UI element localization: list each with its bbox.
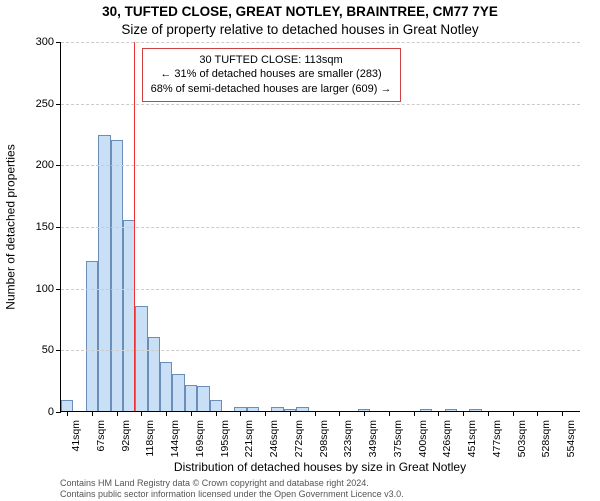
xtick-label: 41sqm [70,420,82,470]
histogram-bar [160,362,172,411]
annotation-line3: 68% of semi-detached houses are larger (… [151,82,392,97]
xtick-mark [463,411,464,416]
ytick-label: 150 [14,221,54,233]
xtick-mark [67,411,68,416]
gridline-h [61,165,580,166]
xtick-mark [117,411,118,416]
histogram-bar [197,386,209,411]
ytick-label: 200 [14,159,54,171]
xtick-mark [240,411,241,416]
xtick-mark [488,411,489,416]
ytick-mark [56,165,61,166]
xtick-mark [513,411,514,416]
xtick-mark [438,411,439,416]
xtick-mark [191,411,192,416]
histogram-bar [111,140,123,411]
annotation-line1: 30 TUFTED CLOSE: 113sqm [151,53,392,68]
xtick-label: 528sqm [540,420,552,470]
histogram-bar [86,261,98,411]
ytick-label: 250 [14,98,54,110]
histogram-bar [296,407,308,411]
footer-line1: Contains HM Land Registry data © Crown c… [60,478,580,489]
histogram-bar [185,385,197,411]
chart-container: 30, TUFTED CLOSE, GREAT NOTLEY, BRAINTRE… [0,0,600,500]
histogram-bar [271,407,283,411]
gridline-h [61,42,580,43]
xtick-label: 400sqm [417,420,429,470]
xtick-mark [92,411,93,416]
xtick-label: 298sqm [318,420,330,470]
xtick-label: 195sqm [219,420,231,470]
xtick-mark [141,411,142,416]
ytick-label: 300 [14,36,54,48]
footer-line2: Contains public sector information licen… [60,489,580,500]
ytick-mark [56,42,61,43]
xtick-label: 144sqm [169,420,181,470]
xtick-label: 221sqm [243,420,255,470]
ytick-label: 50 [14,344,54,356]
xtick-mark [315,411,316,416]
ytick-label: 0 [14,406,54,418]
xtick-label: 323sqm [342,420,354,470]
annotation-line2: ← 31% of detached houses are smaller (28… [151,67,392,82]
xtick-label: 67sqm [95,420,107,470]
xtick-mark [414,411,415,416]
histogram-bar [172,374,184,411]
gridline-h [61,289,580,290]
histogram-bar [420,409,432,411]
ytick-mark [56,412,61,413]
gridline-h [61,104,580,105]
histogram-bar [148,337,160,411]
xtick-label: 92sqm [120,420,132,470]
xtick-label: 451sqm [466,420,478,470]
xtick-label: 554sqm [565,420,577,470]
gridline-h [61,227,580,228]
histogram-bar [135,306,147,411]
xtick-label: 349sqm [367,420,379,470]
plot-area: 30 TUFTED CLOSE: 113sqm ← 31% of detache… [60,42,580,412]
histogram-bar [445,409,457,411]
histogram-bar [210,400,222,411]
chart-footer: Contains HM Land Registry data © Crown c… [60,478,580,501]
xtick-mark [389,411,390,416]
ytick-mark [56,104,61,105]
ytick-mark [56,350,61,351]
xtick-label: 272sqm [293,420,305,470]
annotation-box: 30 TUFTED CLOSE: 113sqm ← 31% of detache… [142,48,401,103]
histogram-bar [247,407,259,411]
xtick-label: 503sqm [516,420,528,470]
chart-title-address: 30, TUFTED CLOSE, GREAT NOTLEY, BRAINTRE… [0,4,600,19]
ytick-label: 100 [14,283,54,295]
xtick-mark [339,411,340,416]
xtick-label: 118sqm [144,420,156,470]
ytick-mark [56,227,61,228]
xtick-mark [166,411,167,416]
ytick-mark [56,289,61,290]
xtick-label: 477sqm [491,420,503,470]
xtick-label: 375sqm [392,420,404,470]
xtick-label: 426sqm [441,420,453,470]
histogram-bar [61,400,73,411]
xtick-label: 246sqm [268,420,280,470]
xtick-label: 169sqm [194,420,206,470]
xtick-mark [537,411,538,416]
histogram-bar [98,135,110,411]
gridline-h [61,350,580,351]
xtick-mark [364,411,365,416]
xtick-mark [290,411,291,416]
chart-title-desc: Size of property relative to detached ho… [0,22,600,37]
xtick-mark [216,411,217,416]
xtick-mark [265,411,266,416]
xtick-mark [562,411,563,416]
histogram-bar [469,409,481,411]
